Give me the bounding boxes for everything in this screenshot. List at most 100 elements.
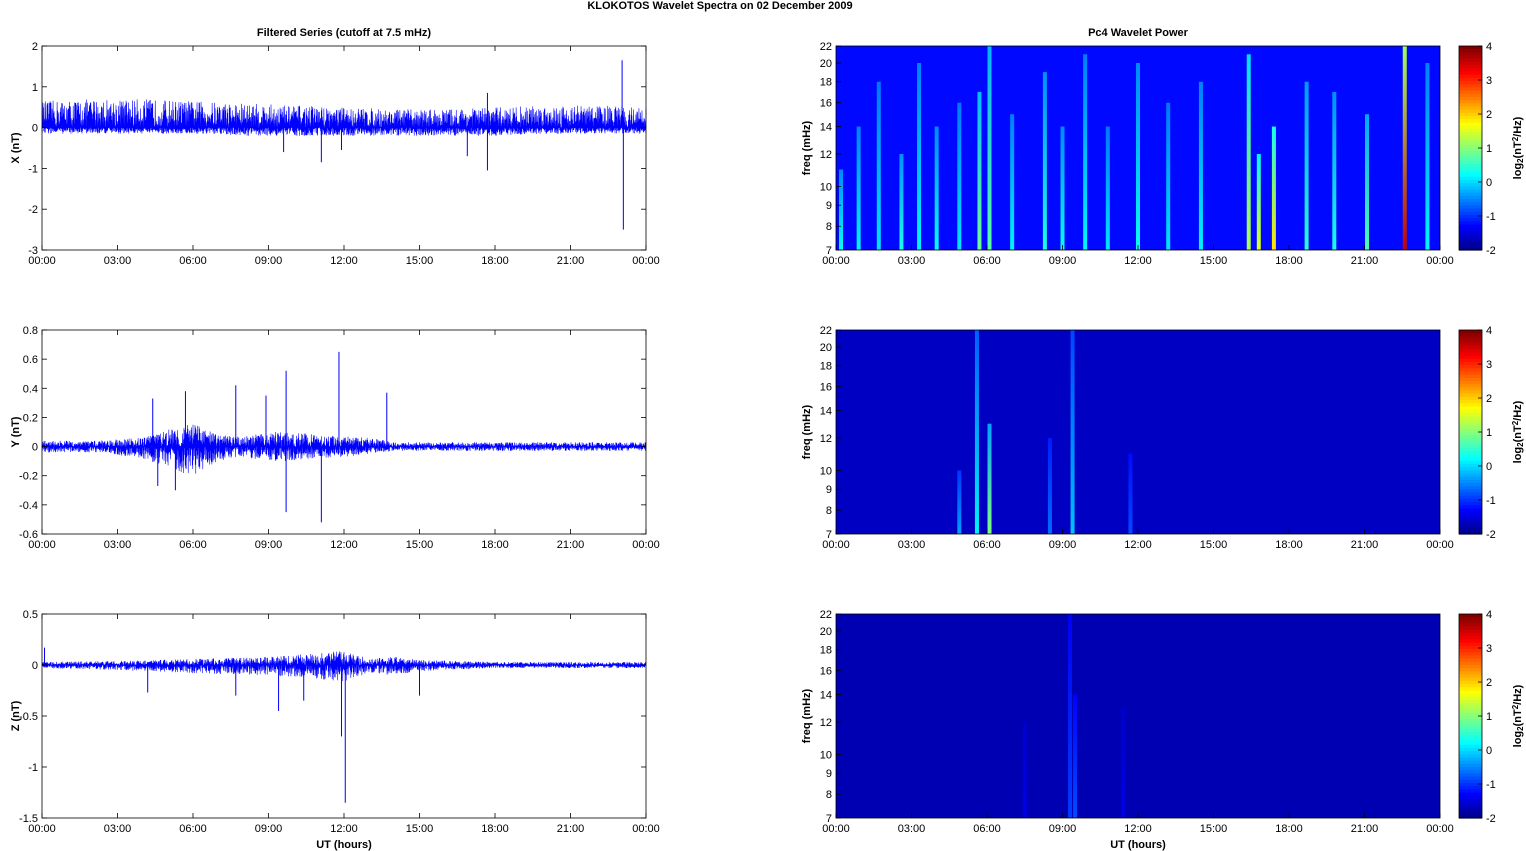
colorbar-swatch [1459,342,1482,347]
colorbar-tick-label: 2 [1486,677,1492,689]
colorbar-swatch [1459,486,1482,490]
power-streak-19 [1271,126,1276,250]
plot-area [42,614,646,818]
colorbar-swatch [1459,629,1482,634]
y-tick-label: 0 [32,123,38,135]
colorbar-swatch [1459,751,1482,755]
power-streak-3 [899,153,904,250]
y-tick-label: 18 [820,645,832,657]
colorbar-swatch [1459,167,1482,171]
colorbar-swatch [1459,642,1482,647]
colorbar-swatch [1459,693,1482,698]
colorbar-swatch [1459,138,1482,143]
colorbar-swatch [1459,412,1482,417]
colorbar-swatch [1459,626,1482,631]
x-tick-label: 00:00 [632,539,660,551]
colorbar-swatch [1459,467,1482,471]
colorbar-swatch [1459,160,1482,165]
colorbar-label-part: /Hz) [1512,116,1524,137]
colorbar-tick-label: 4 [1486,41,1492,53]
colorbar-swatch [1459,52,1482,57]
colorbar-swatch [1459,183,1482,187]
colorbar-swatch [1459,757,1482,762]
colorbar-swatch [1459,744,1482,749]
colorbar-swatch [1459,103,1482,108]
y-tick-label: 9 [826,484,832,496]
x-tick-label: 09:00 [1049,539,1077,551]
power-streak-5 [934,126,939,250]
colorbar-swatch [1459,814,1482,819]
colorbar-swatch [1459,330,1482,334]
x-tick-label: 09:00 [1049,255,1077,267]
left-xlabel: UT (hours) [316,839,372,851]
colorbar-swatch [1459,240,1482,245]
colorbar-tick-label: 1 [1486,143,1492,155]
colorbar-swatch [1459,58,1482,63]
power-background [836,614,1440,818]
colorbar-swatch [1459,649,1482,653]
power-panel-Y power: 2220181614121098700:00 03:00 06:00 09:00 12:… [801,325,1525,551]
colorbar-swatch [1459,336,1482,341]
colorbar-swatch [1459,495,1482,500]
x-tick-label: 12:00 [1124,823,1152,835]
colorbar-swatch [1459,387,1482,392]
colorbar-swatch [1459,205,1482,210]
colorbar-swatch [1459,151,1482,155]
power-streak-5 [1128,453,1133,534]
colorbar-swatch [1459,358,1482,363]
y-tick-label: 16 [820,666,832,678]
colorbar-swatch [1459,498,1482,503]
colorbar-swatch [1459,492,1482,497]
colorbar-swatch [1459,135,1482,140]
y-tick-label: 9 [826,200,832,212]
x-tick-label: 06:00 [179,823,207,835]
signal-trace [41,424,647,474]
colorbar-swatch [1459,661,1482,666]
y-tick-label: 7 [826,529,832,541]
y-tick-label: 0.5 [23,609,38,621]
colorbar-label: log2(nT2/Hz) [1511,116,1526,179]
y-tick-label: 22 [820,41,832,53]
right-xlabel: UT (hours) [1110,839,1166,851]
power-streak-4 [917,62,922,250]
colorbar-swatch [1459,674,1482,679]
colorbar-swatch [1459,176,1482,181]
colorbar-swatch [1459,747,1482,752]
colorbar-swatch [1459,128,1482,133]
power-streak-17 [1246,54,1251,250]
colorbar-swatch [1459,409,1482,414]
x-tick-label: 18:00 [1275,255,1303,267]
colorbar-swatch [1459,805,1482,810]
y-tick-label: -1 [28,762,38,774]
colorbar-swatch [1459,400,1482,404]
colorbar-swatch [1459,677,1482,682]
y-tick-label: 12 [820,433,832,445]
colorbar-label-part: /Hz) [1512,684,1524,705]
colorbar-swatch [1459,712,1482,717]
y-tick-label: 8 [826,789,832,801]
colorbar-swatch [1459,374,1482,379]
x-tick-label: 18:00 [1275,823,1303,835]
y-tick-label: 0.2 [23,412,38,424]
x-tick-label: 12:00 [1124,255,1152,267]
colorbar-swatch [1459,763,1482,768]
plot-area [42,46,646,250]
colorbar-swatch [1459,419,1482,424]
y-tick-label: 8 [826,221,832,233]
y-tick-label: 9 [826,768,832,780]
colorbar-tick-label: 0 [1486,177,1492,189]
colorbar-swatch [1459,518,1482,522]
colorbar-tick-label: 3 [1486,359,1492,371]
power-streak-0 [1022,721,1027,818]
colorbar-swatch [1459,352,1482,357]
colorbar-label-part: log [1512,731,1524,748]
power-streak-4 [1070,330,1075,534]
colorbar-swatch [1459,381,1482,385]
colorbar-swatch [1459,524,1482,529]
y-tick-label: 1 [32,82,38,94]
colorbar-swatch [1459,173,1482,178]
colorbar-label-part: (nT [1512,141,1524,158]
y-tick-label: -1.5 [19,813,38,825]
series-panel-Y: 0.80.60.40.20-0.2-0.4-0.600:00 03:00 06:00… [10,325,660,551]
colorbar-swatch [1459,789,1482,794]
